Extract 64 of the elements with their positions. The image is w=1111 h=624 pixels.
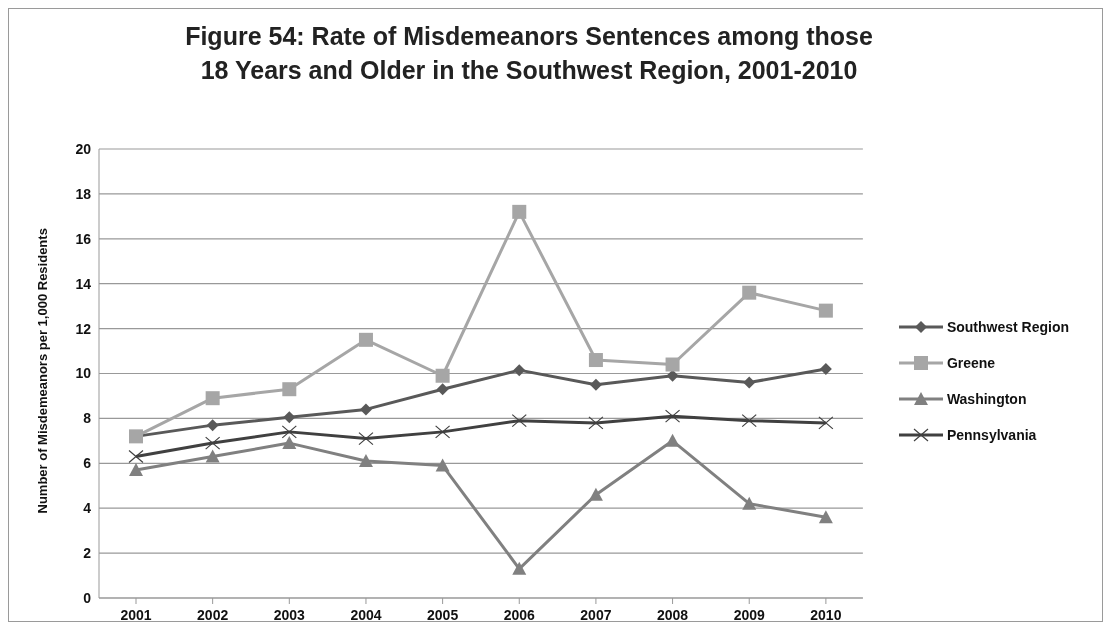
x-tick-label: 2002 bbox=[197, 606, 229, 623]
point bbox=[435, 368, 450, 383]
point bbox=[435, 425, 451, 439]
point bbox=[282, 436, 297, 450]
legend-label: Pennsylvania bbox=[946, 425, 1037, 445]
y-axis-title: Number of Misdemeanors per 1,000 Residents bbox=[34, 228, 50, 514]
point bbox=[664, 409, 681, 423]
x-tick-label: 2005 bbox=[427, 606, 459, 623]
point bbox=[281, 425, 297, 439]
point bbox=[205, 449, 220, 463]
x-tick-label: 2007 bbox=[580, 606, 612, 623]
point bbox=[588, 353, 603, 368]
point bbox=[818, 510, 833, 524]
x-tick-label: 2006 bbox=[503, 606, 536, 623]
y-tick-label: 6 bbox=[83, 455, 92, 472]
point bbox=[818, 416, 834, 430]
point bbox=[511, 414, 527, 428]
point bbox=[436, 383, 449, 396]
point bbox=[358, 432, 374, 446]
point bbox=[283, 411, 296, 424]
point bbox=[588, 416, 604, 430]
point bbox=[205, 436, 221, 450]
point bbox=[665, 433, 680, 447]
point bbox=[818, 303, 833, 318]
point bbox=[665, 357, 680, 372]
y-tick-label: 20 bbox=[75, 140, 92, 157]
point bbox=[358, 332, 373, 347]
legend-label: Greene bbox=[946, 353, 996, 373]
x-tick-label: 2003 bbox=[273, 606, 306, 623]
y-tick-label: 8 bbox=[83, 410, 92, 427]
y-tick-label: 10 bbox=[75, 365, 92, 382]
point bbox=[128, 449, 144, 464]
point bbox=[359, 403, 372, 416]
point bbox=[742, 496, 757, 510]
point bbox=[512, 204, 527, 219]
point bbox=[742, 285, 757, 300]
chart-title: Figure 54: Rate of Misdemeanors Sentences among those 18 Years and Older in the Southwest Region, 2001-2010 bbox=[184, 21, 874, 86]
y-tick-label: 18 bbox=[75, 185, 92, 202]
point bbox=[512, 561, 527, 575]
point bbox=[205, 391, 220, 406]
point bbox=[282, 382, 297, 397]
legend-label: Washington bbox=[946, 389, 1027, 409]
x-tick-label: 2008 bbox=[656, 606, 689, 623]
point bbox=[741, 414, 757, 428]
point bbox=[588, 487, 603, 501]
point bbox=[819, 363, 832, 376]
x-tick-label: 2009 bbox=[733, 606, 765, 623]
point bbox=[513, 364, 526, 377]
x-tick-label: 2010 bbox=[810, 606, 842, 623]
y-tick-label: 0 bbox=[83, 589, 92, 606]
y-tick-label: 12 bbox=[75, 320, 92, 337]
point bbox=[129, 463, 143, 477]
y-tick-label: 14 bbox=[75, 275, 92, 292]
y-tick-label: 4 bbox=[83, 500, 92, 517]
point bbox=[435, 458, 450, 472]
x-tick-label: 2004 bbox=[350, 606, 382, 623]
point bbox=[589, 378, 602, 391]
point bbox=[206, 419, 219, 432]
point bbox=[358, 454, 373, 468]
y-tick-label: 2 bbox=[83, 545, 92, 562]
x-tick-label: 2001 bbox=[120, 606, 152, 623]
point bbox=[743, 376, 756, 389]
legend-label: Southwest Region bbox=[946, 317, 1069, 337]
y-tick-label: 16 bbox=[75, 230, 92, 247]
